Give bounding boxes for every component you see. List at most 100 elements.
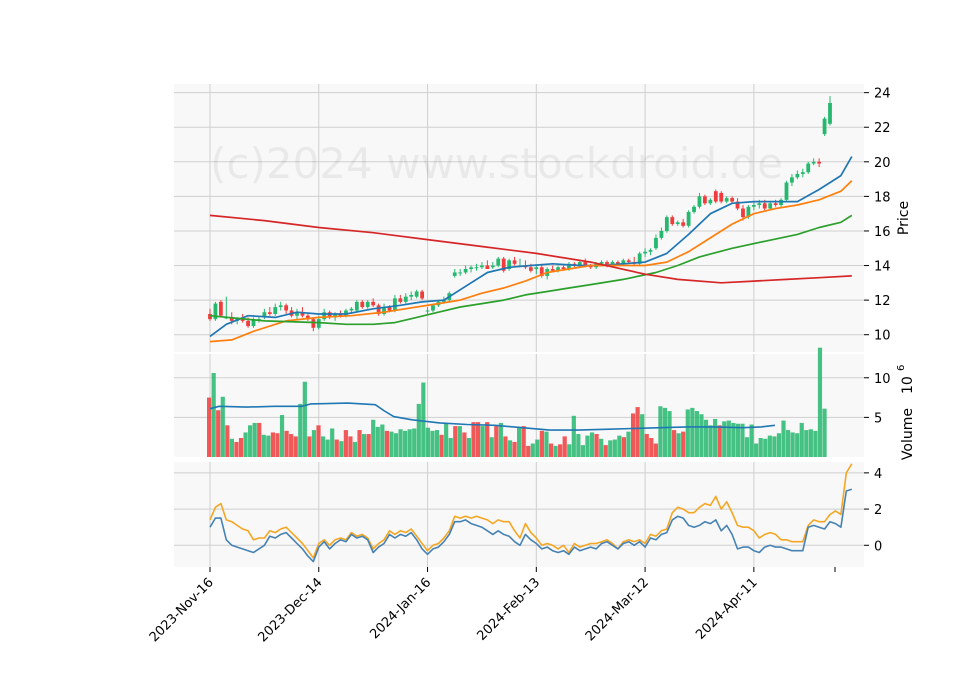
candle-body-43 <box>441 300 446 302</box>
volume-bar-86 <box>599 438 604 457</box>
candle-body-33 <box>387 307 392 311</box>
volume-bar-93 <box>630 413 636 457</box>
volume-axis-label: Volume <box>900 408 916 460</box>
volume-bar-70 <box>526 445 531 457</box>
price-panel: 10 12 14 16 18 20 22 24 <box>174 84 891 352</box>
x-tick-label-3: 2024-Feb-13 <box>475 575 544 644</box>
candle-body-111 <box>811 161 816 164</box>
candle-body-14 <box>284 305 289 311</box>
volume-bar-105 <box>685 409 690 457</box>
candle-body-23 <box>333 313 337 318</box>
volume-bar-113 <box>722 421 727 457</box>
volume-bar-53 <box>448 437 453 457</box>
volume-bar-112 <box>717 425 722 457</box>
volume-bar-120 <box>754 443 759 457</box>
candle-body-85 <box>670 217 675 225</box>
candle-body-79 <box>637 253 642 264</box>
candle-body-77 <box>626 260 631 263</box>
volume-bar-28 <box>334 439 339 457</box>
volume-bar-66 <box>507 440 513 457</box>
x-tick-label-5: 2024-Apr-11 <box>693 575 760 642</box>
volume-bar-25 <box>320 436 326 457</box>
volume-bar-67 <box>512 441 517 457</box>
volume-bar-103 <box>676 433 681 457</box>
volume-ma-line <box>209 402 775 431</box>
volume-bar-62 <box>489 437 494 457</box>
volume-bar-104 <box>681 431 686 457</box>
candle-body-52 <box>490 265 495 268</box>
volume-ytick-label-5: 5 <box>874 411 882 426</box>
price-ytick-label-16: 16 <box>874 225 891 240</box>
candle-body-104 <box>773 203 778 206</box>
indicator-line-ind_a <box>209 463 853 559</box>
candle-body-40 <box>425 310 430 312</box>
volume-bar-125 <box>776 433 782 457</box>
x-tick-label-4: 2024-Mar-12 <box>583 575 652 644</box>
price-panel-bg <box>174 84 864 352</box>
candle-body-100 <box>751 205 756 207</box>
candle-body-55 <box>507 260 512 270</box>
volume-bar-78 <box>562 436 567 457</box>
volume-bar-96 <box>644 434 649 457</box>
volume-bar-36 <box>371 419 376 457</box>
candle-body-27 <box>354 301 359 311</box>
candle-body-11 <box>267 312 272 314</box>
volume-bar-51 <box>439 434 444 457</box>
volume-bar-69 <box>521 426 526 457</box>
candle-body-108 <box>795 173 800 178</box>
candle-body-53 <box>496 258 501 266</box>
candle-body-94 <box>719 192 724 202</box>
candle-body-87 <box>681 222 686 226</box>
indicator-panel: 0 2 4 <box>174 462 882 567</box>
candle-body-19 <box>311 319 316 328</box>
candle-body-60 <box>534 267 539 270</box>
volume-bar-48 <box>425 427 431 457</box>
volume-bar-63 <box>494 426 499 457</box>
volume-bar-19 <box>293 436 298 457</box>
price-line-ma_slow <box>209 214 853 326</box>
volume-bar-101 <box>667 411 672 457</box>
candle-body-2 <box>218 301 223 316</box>
candle-body-30 <box>371 301 376 306</box>
candle-body-95 <box>724 198 729 202</box>
candle-body-26 <box>349 308 354 311</box>
volume-bar-85 <box>594 434 599 457</box>
candle-body-59 <box>528 267 533 271</box>
candle-body-109 <box>800 172 805 174</box>
candle-body-103 <box>768 203 773 209</box>
volume-bar-58 <box>471 422 476 457</box>
volume-bar-5 <box>229 438 234 457</box>
volume-bar-121 <box>758 437 763 457</box>
x-tick-label-0: 2023-Nov-16 <box>147 575 217 645</box>
candle-body-45 <box>452 272 457 276</box>
candle-body-56 <box>512 260 517 264</box>
candle-body-101 <box>757 203 762 206</box>
candle-body-97 <box>735 201 740 209</box>
volume-ytick-label-10: 10 <box>874 372 891 387</box>
volume-bar-108 <box>699 414 704 457</box>
candle-body-28 <box>360 301 365 308</box>
volume-bar-1 <box>211 373 216 457</box>
candle-body-1 <box>213 303 218 320</box>
candle-body-54 <box>501 258 506 271</box>
price-ytick-label-10: 10 <box>874 329 891 344</box>
candle-body-50 <box>480 265 484 268</box>
candle-body-114 <box>828 103 832 124</box>
volume-bar-55 <box>457 426 462 457</box>
volume-axis-unit-base: 10 <box>900 376 916 394</box>
volume-axis-title: Volume 10 6 <box>896 365 916 460</box>
volume-bar-100 <box>662 407 668 457</box>
volume-bar-110 <box>708 425 713 457</box>
volume-bar-61 <box>485 422 490 457</box>
candle-body-49 <box>474 267 479 269</box>
volume-bar-109 <box>703 419 709 457</box>
candle-body-72 <box>599 262 604 264</box>
price-ytick-label-18: 18 <box>874 190 891 205</box>
volume-bar-20 <box>298 403 303 457</box>
volume-bar-32 <box>352 441 358 457</box>
volume-bar-54 <box>453 426 458 457</box>
volume-bar-106 <box>690 407 695 457</box>
indicator-ytick-label-0: 0 <box>874 539 882 554</box>
volume-bar-127 <box>785 430 791 457</box>
